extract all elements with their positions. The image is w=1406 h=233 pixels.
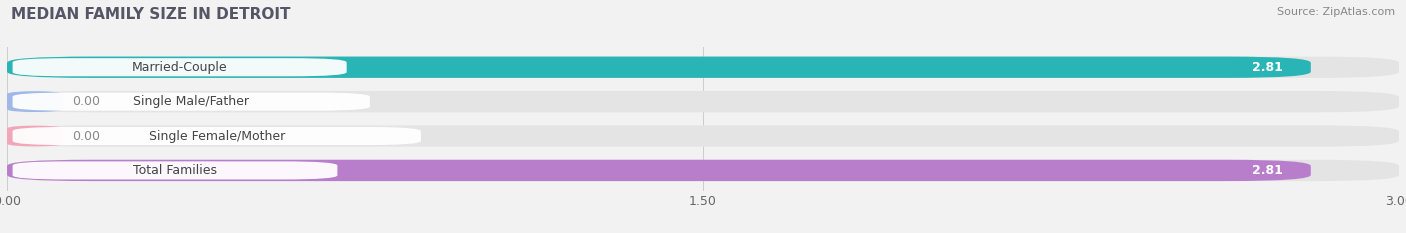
Text: Single Female/Mother: Single Female/Mother	[149, 130, 285, 143]
Text: 0.00: 0.00	[72, 130, 100, 143]
FancyBboxPatch shape	[7, 160, 1310, 181]
FancyBboxPatch shape	[13, 58, 347, 76]
FancyBboxPatch shape	[7, 57, 1310, 78]
Text: 2.81: 2.81	[1253, 61, 1284, 74]
Text: 2.81: 2.81	[1253, 164, 1284, 177]
Text: Single Male/Father: Single Male/Father	[134, 95, 249, 108]
Text: Total Families: Total Families	[134, 164, 217, 177]
FancyBboxPatch shape	[7, 125, 1399, 147]
Text: 0.00: 0.00	[72, 95, 100, 108]
FancyBboxPatch shape	[13, 161, 337, 179]
FancyBboxPatch shape	[7, 91, 63, 112]
FancyBboxPatch shape	[7, 125, 63, 147]
FancyBboxPatch shape	[7, 91, 1399, 112]
FancyBboxPatch shape	[7, 160, 1399, 181]
Text: MEDIAN FAMILY SIZE IN DETROIT: MEDIAN FAMILY SIZE IN DETROIT	[11, 7, 291, 22]
FancyBboxPatch shape	[7, 57, 1399, 78]
Text: Source: ZipAtlas.com: Source: ZipAtlas.com	[1277, 7, 1395, 17]
Text: Married-Couple: Married-Couple	[132, 61, 228, 74]
FancyBboxPatch shape	[13, 93, 370, 111]
FancyBboxPatch shape	[13, 127, 420, 145]
